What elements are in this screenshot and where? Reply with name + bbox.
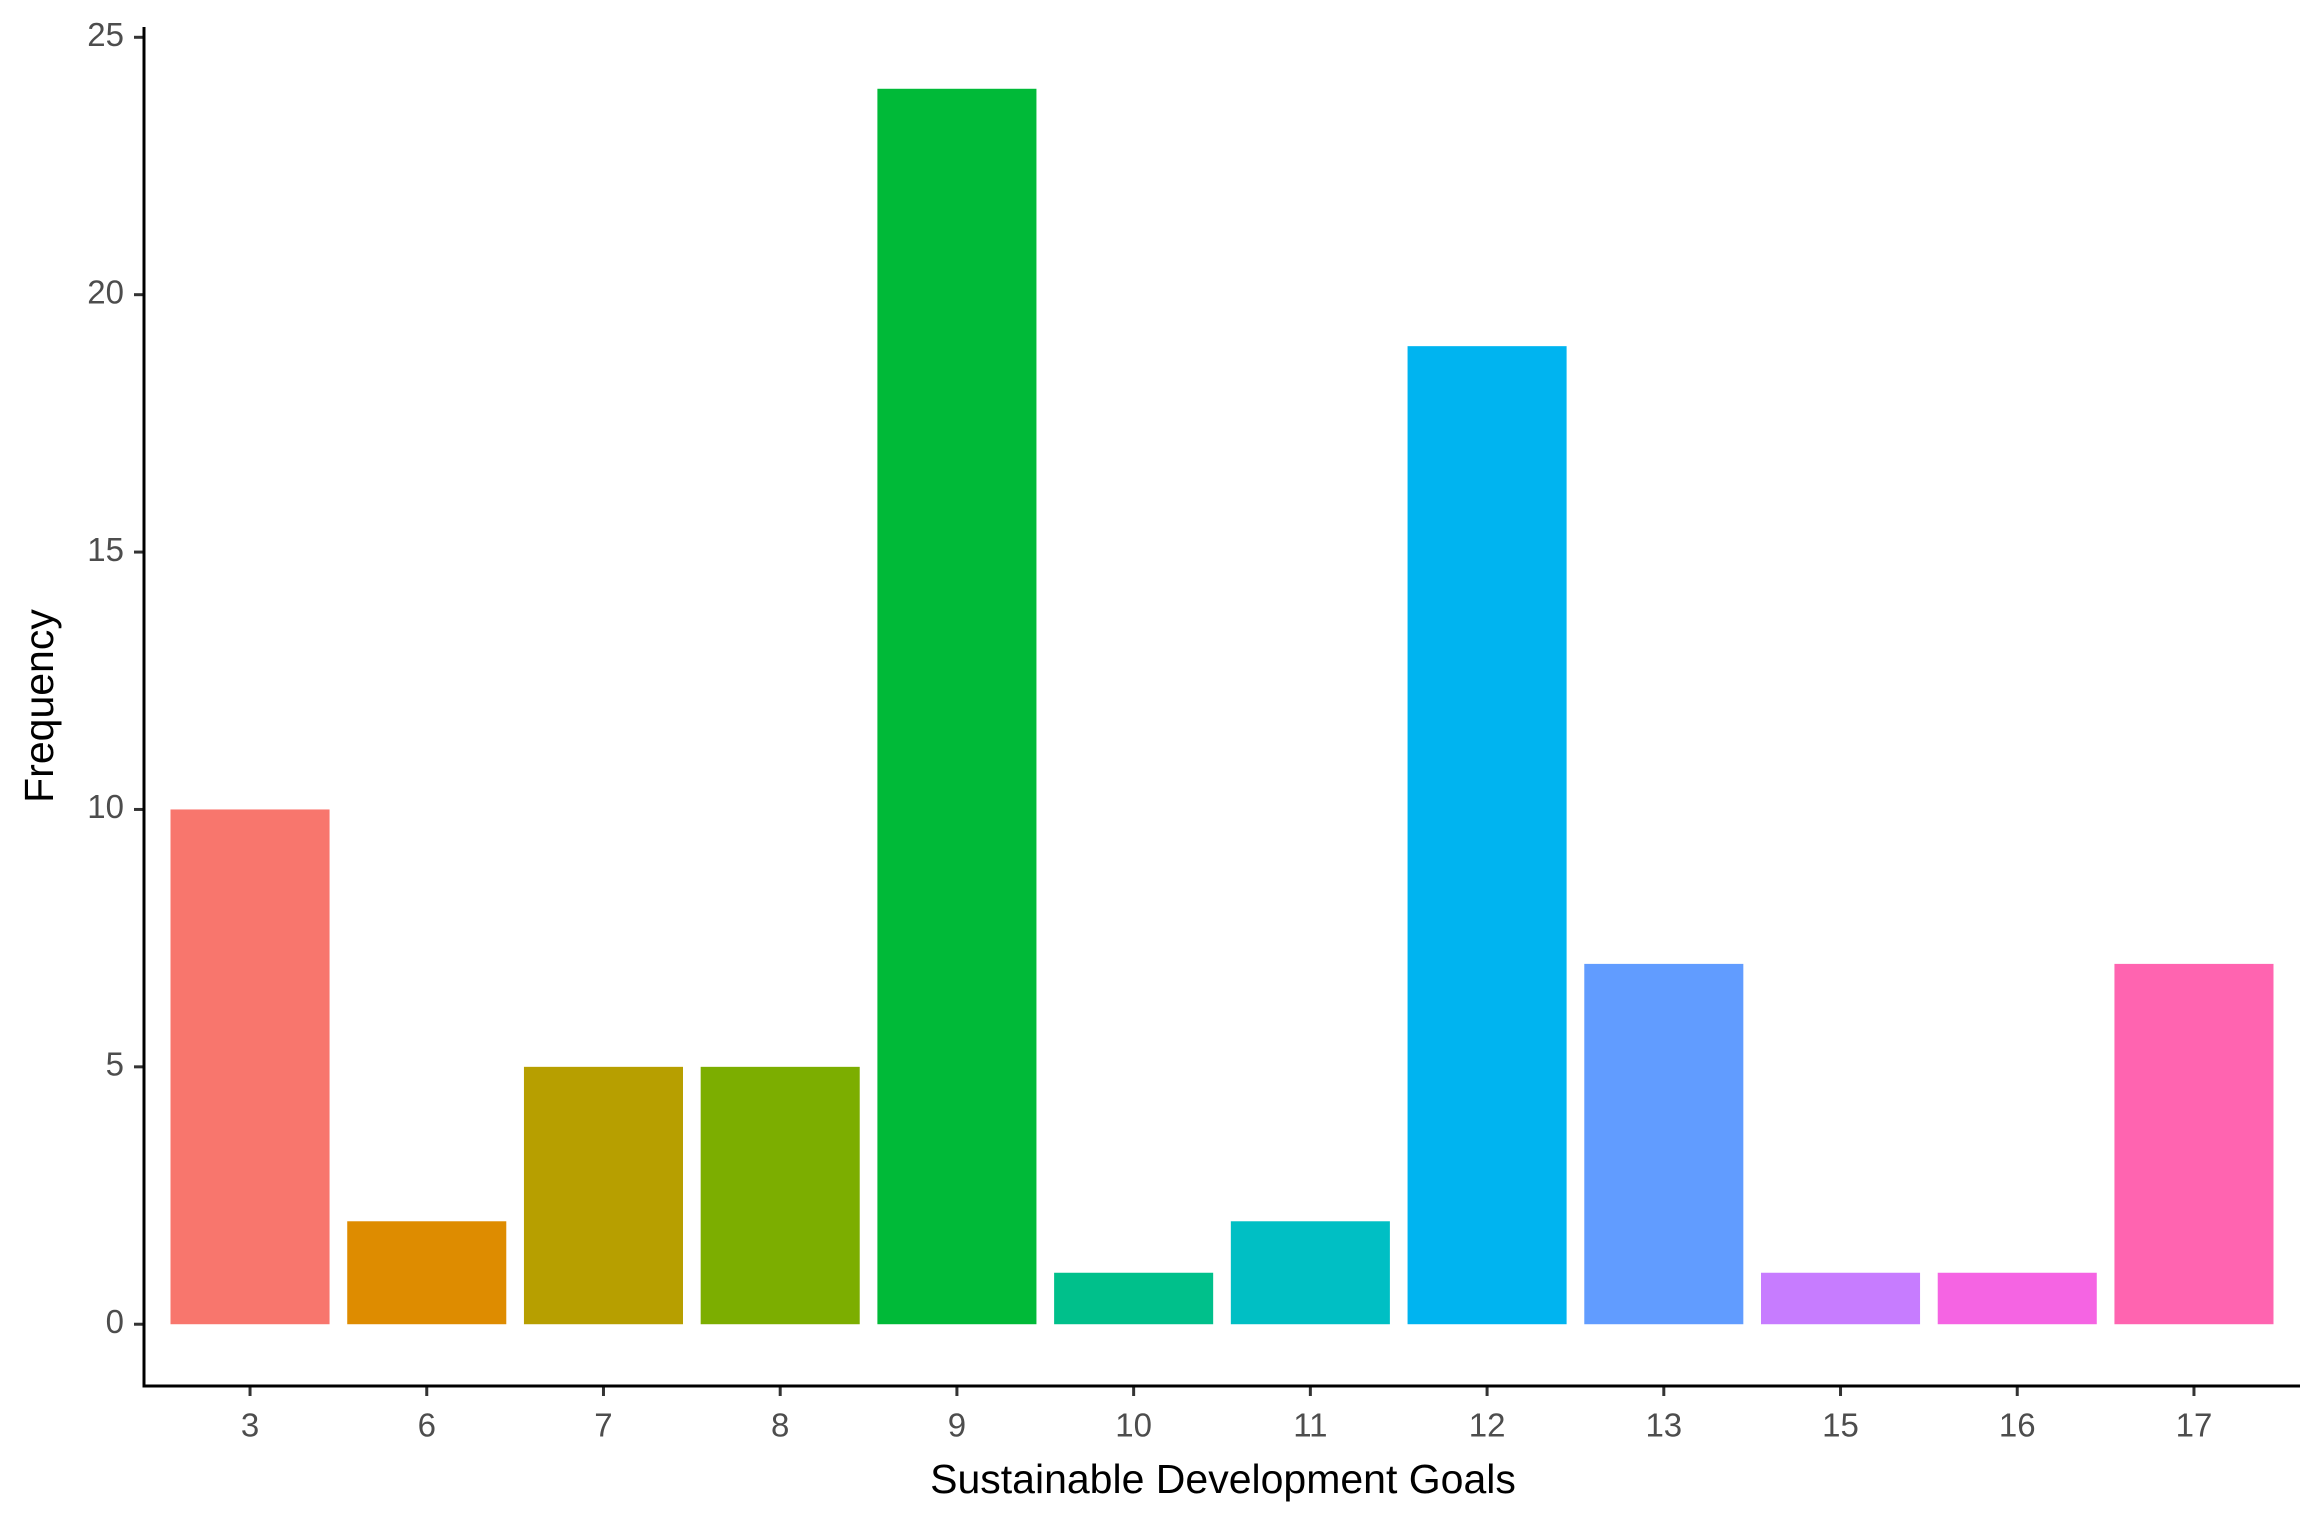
x-tick-label: 6 <box>418 1407 436 1444</box>
x-tick-label: 10 <box>1115 1407 1152 1444</box>
x-tick-label: 11 <box>1293 1407 1327 1444</box>
y-axis-title: Frequency <box>16 609 62 803</box>
bar <box>1761 1272 1921 1325</box>
y-tick-label: 0 <box>106 1303 124 1340</box>
bar <box>700 1066 860 1325</box>
bar <box>1407 346 1567 1325</box>
x-tick-label: 17 <box>2176 1407 2213 1444</box>
bar <box>523 1066 683 1325</box>
bar <box>347 1221 507 1325</box>
bar <box>1937 1272 2097 1325</box>
bar <box>170 809 330 1325</box>
bar <box>1054 1272 1214 1325</box>
y-tick-label: 10 <box>87 788 124 825</box>
x-tick-label: 13 <box>1645 1407 1682 1444</box>
x-tick-label: 12 <box>1469 1407 1506 1444</box>
y-tick-label: 25 <box>87 16 124 53</box>
x-tick-label: 15 <box>1822 1407 1859 1444</box>
bar <box>1584 963 1744 1325</box>
bar <box>1230 1221 1390 1325</box>
x-axis-title: Sustainable Development Goals <box>930 1456 1516 1502</box>
x-tick-label: 8 <box>771 1407 789 1444</box>
x-tick-label: 16 <box>1999 1407 2036 1444</box>
y-tick-label: 20 <box>87 273 124 310</box>
bar <box>2114 963 2274 1325</box>
y-tick-label: 15 <box>87 531 124 568</box>
x-tick-label: 3 <box>241 1407 259 1444</box>
x-tick-label: 9 <box>948 1407 966 1444</box>
x-tick-label: 7 <box>594 1407 612 1444</box>
y-tick-label: 5 <box>106 1046 124 1083</box>
bar <box>877 88 1037 1325</box>
